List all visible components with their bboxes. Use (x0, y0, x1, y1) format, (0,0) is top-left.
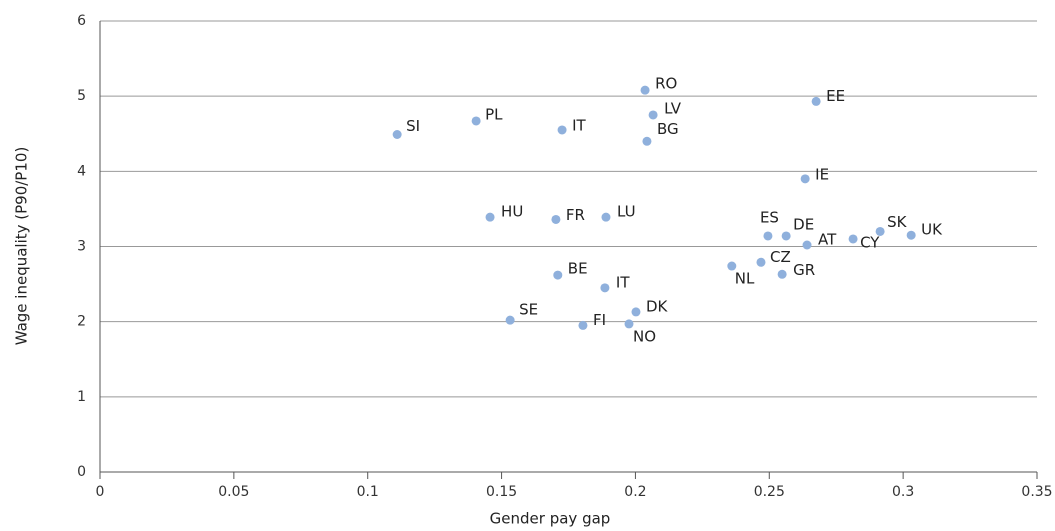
point-label: IT (572, 116, 586, 134)
point (485, 212, 495, 222)
x-tick-label: 0.35 (1021, 484, 1052, 500)
point (802, 240, 812, 250)
point (601, 212, 611, 222)
y-tick-label: 5 (77, 88, 86, 104)
point-label: SE (519, 301, 538, 319)
point-label: BG (657, 120, 679, 138)
point (781, 231, 791, 241)
point (800, 174, 810, 184)
point-label: NO (633, 327, 656, 345)
point (392, 130, 402, 140)
x-tick-label: 0.15 (486, 484, 517, 500)
point (471, 116, 481, 126)
point-label: SK (887, 213, 908, 231)
point (906, 230, 916, 240)
x-tick-label: 0.05 (218, 484, 249, 500)
x-tick-label: 0 (96, 484, 105, 500)
x-tick-label: 0.3 (892, 484, 914, 500)
point-label: GR (793, 261, 815, 279)
point (553, 270, 563, 280)
y-tick-label: 3 (77, 239, 86, 255)
point (777, 269, 787, 279)
point-label: NL (735, 270, 755, 288)
point-label: SI (406, 117, 420, 135)
point (557, 125, 567, 135)
y-tick-label: 6 (77, 13, 86, 29)
point (640, 85, 650, 95)
point-label: LU (617, 203, 636, 221)
x-axis-label: Gender pay gap (490, 510, 611, 528)
y-tick-label: 4 (77, 163, 86, 179)
point-label: LV (664, 99, 682, 117)
x-tick-label: 0.2 (624, 484, 646, 500)
point (727, 261, 737, 271)
point-label: RO (655, 75, 677, 93)
point-label: DE (793, 215, 814, 233)
point (648, 110, 658, 120)
x-tick-label: 0.1 (357, 484, 379, 500)
point (624, 319, 634, 329)
point-label: CZ (770, 248, 791, 266)
point-label: EE (826, 87, 845, 105)
point-label: IE (815, 165, 829, 183)
point-label: FR (566, 206, 585, 224)
point (642, 136, 652, 146)
x-tick-label: 0.25 (754, 484, 785, 500)
point (600, 283, 610, 293)
point-label: ES (760, 208, 779, 226)
y-tick-label: 1 (77, 389, 86, 405)
y-tick-label: 0 (77, 464, 86, 480)
point-label: UK (921, 221, 943, 239)
point (756, 257, 766, 267)
point-label: HU (501, 203, 523, 221)
point (551, 214, 561, 224)
point (875, 226, 885, 236)
point (631, 307, 641, 317)
point (578, 320, 588, 330)
point (848, 234, 858, 244)
point-label: AT (818, 230, 837, 248)
point-label: FI (593, 311, 606, 329)
y-axis-label: Wage inequality (P90/P10) (13, 147, 31, 346)
point-label: PL (485, 105, 503, 123)
point (763, 231, 773, 241)
point-label: BE (568, 260, 588, 278)
point-label: CY (860, 233, 880, 251)
y-tick-label: 2 (77, 314, 86, 330)
point (505, 315, 515, 325)
point (811, 96, 821, 106)
point-label: IT (616, 273, 630, 291)
point-label: DK (646, 297, 669, 315)
